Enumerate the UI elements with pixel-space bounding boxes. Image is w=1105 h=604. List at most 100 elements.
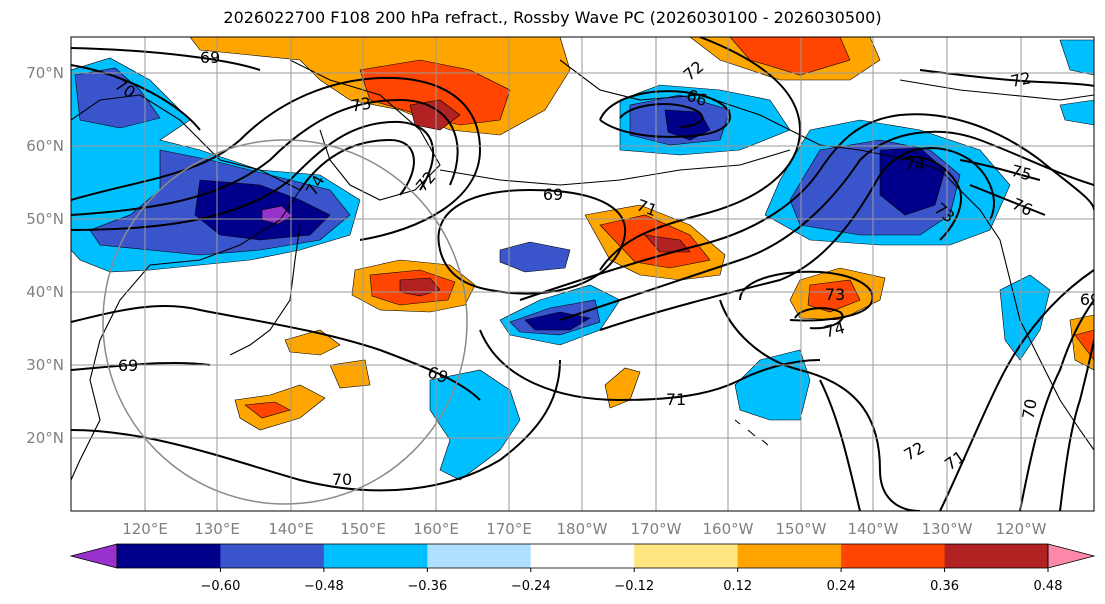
contour-76-coast: [969, 184, 1046, 216]
colorbar-swatch: [427, 544, 532, 568]
colorbar-swatch: [117, 544, 221, 568]
contour-east-73: [739, 270, 874, 322]
contour-69-coast: [1059, 339, 1094, 511]
colorbar-tick-label: 0.36: [930, 579, 959, 594]
contour-label: 73: [349, 93, 372, 115]
positive-anomaly-bering-core: [359, 59, 511, 126]
colorbar-swatch: [634, 544, 739, 568]
coastline-asia: [71, 94, 301, 481]
map-layers: 69 70 73 72 74 69 69 73 72 75 74 71 69 7…: [71, 37, 1100, 511]
lon-label: 170°E: [486, 520, 532, 538]
contour-gulf-1: [599, 37, 802, 271]
latitude-labels: 70°N 60°N 50°N 40°N 30°N 20°N: [26, 64, 64, 447]
contour-label: 70: [332, 470, 352, 489]
contour-label: 71: [666, 390, 686, 409]
contour-label: 70: [1018, 397, 1040, 420]
contour-72-arctic: [919, 69, 1094, 87]
coastline-japan: [229, 224, 301, 356]
negative-anomaly-california: [999, 274, 1051, 361]
colorbar-extend-high: [1047, 543, 1096, 569]
reference-circle: [102, 139, 468, 505]
lon-label: 120°W: [996, 520, 1047, 538]
contour-69-north: [71, 47, 261, 71]
colorbar-tick-label: −0.24: [511, 579, 551, 594]
contour-69-south: [71, 361, 211, 371]
contour-71-west-coast: [939, 269, 1094, 511]
graticule: [71, 37, 1094, 511]
map-title: 2026022700 F108 200 hPa refract., Rossby…: [223, 8, 882, 27]
colorbar-swatch: [944, 544, 1049, 568]
colorbar-tick-label: 0.12: [723, 579, 752, 594]
contour-ridge-4: [299, 138, 415, 196]
contour-label: 74: [822, 318, 847, 342]
lon-label: 120°E: [122, 520, 168, 538]
colorbar-tick-label: −0.12: [614, 579, 654, 594]
colorbar-tick-label: −0.48: [304, 579, 344, 594]
lon-label: 130°W: [922, 520, 973, 538]
colorbar-tick-label: 0.48: [1034, 579, 1063, 594]
contour-east-74: [794, 307, 844, 330]
contour-ridge-3: [71, 120, 434, 231]
lon-label: 180°W: [557, 520, 608, 538]
coastline-arctic: [899, 79, 1094, 101]
contour-gulf-5: [899, 155, 962, 241]
coastline-alaska: [559, 59, 941, 171]
negative-anomaly-pnw: [1059, 39, 1094, 126]
contour-ridge-2: [71, 98, 459, 216]
negative-anomaly-small: [499, 241, 571, 273]
contour-label: 69: [1080, 290, 1100, 309]
colorbar-ticks: −0.60 −0.48 −0.36 −0.24 −0.12 0.12 0.24 0.36 0.4…: [201, 568, 1063, 594]
map-frame: [70, 36, 1095, 512]
lat-label: 60°N: [26, 137, 64, 155]
colorbar-swatch: [323, 544, 428, 568]
contour-alaska-low-1: [599, 90, 731, 138]
lon-label: 140°E: [268, 520, 314, 538]
contour-70-west-coast: [1019, 299, 1094, 511]
contour-gulf-3: [559, 130, 1094, 321]
coastline-aleutians: [439, 149, 791, 186]
lon-label: 140°W: [848, 520, 899, 538]
contour-71-east: [719, 299, 921, 511]
contour-label: 72: [1009, 68, 1033, 91]
contour-label: 74: [905, 155, 925, 174]
colorbar-extend-low: [69, 543, 118, 569]
contour-alaska-low-2: [619, 103, 704, 128]
colorbar-tick-label: 0.24: [827, 579, 856, 594]
longitude-labels: 120°E 130°E 140°E 150°E 160°E 170°E 180°…: [122, 520, 1046, 538]
colorbar: −0.60 −0.48 −0.36 −0.24 −0.12 0.12 0.24 0.36 0.4…: [69, 543, 1096, 594]
colorbar-swatch: [737, 544, 842, 568]
positive-anomaly-arctic-core: [729, 37, 851, 76]
contour-label: 69: [200, 48, 220, 67]
colorbar-swatch: [841, 544, 946, 568]
contour-69-central: [437, 188, 627, 295]
positive-anomaly-subtropic-4: [604, 367, 641, 409]
contour-71-loop: [479, 329, 821, 402]
colorbar-outline: [116, 543, 1049, 569]
colorbar-tick-label: −0.36: [407, 579, 447, 594]
lon-label: 130°E: [194, 520, 240, 538]
lon-label: 170°W: [631, 520, 682, 538]
contour-label: 69: [543, 185, 563, 204]
contour-ridge-1: [71, 76, 482, 241]
contour-gulf-2: [519, 113, 1094, 301]
positive-anomaly-baja-core: [1074, 329, 1094, 361]
contour-label: 69: [118, 356, 138, 375]
contour-75-coast: [959, 159, 1041, 181]
colorbar-tick-label: −0.60: [201, 579, 241, 594]
lon-label: 160°E: [413, 520, 459, 538]
negative-anomaly-central-deep: [524, 311, 591, 331]
colorbar-segments: [117, 544, 1049, 568]
coastline-hawaii: [734, 419, 769, 446]
lat-label: 40°N: [26, 283, 64, 301]
contour-gulf-4: [599, 147, 995, 331]
positive-anomaly-east-core: [807, 279, 861, 313]
lon-label: 150°W: [776, 520, 827, 538]
contour-label: 73: [825, 285, 845, 304]
lat-label: 20°N: [26, 429, 64, 447]
coastlines: [71, 59, 1094, 481]
contour-70-south: [71, 359, 561, 492]
positive-anomaly-subtropic-2-core: [244, 401, 291, 419]
colorbar-swatch: [220, 544, 325, 568]
lat-label: 50°N: [26, 210, 64, 228]
